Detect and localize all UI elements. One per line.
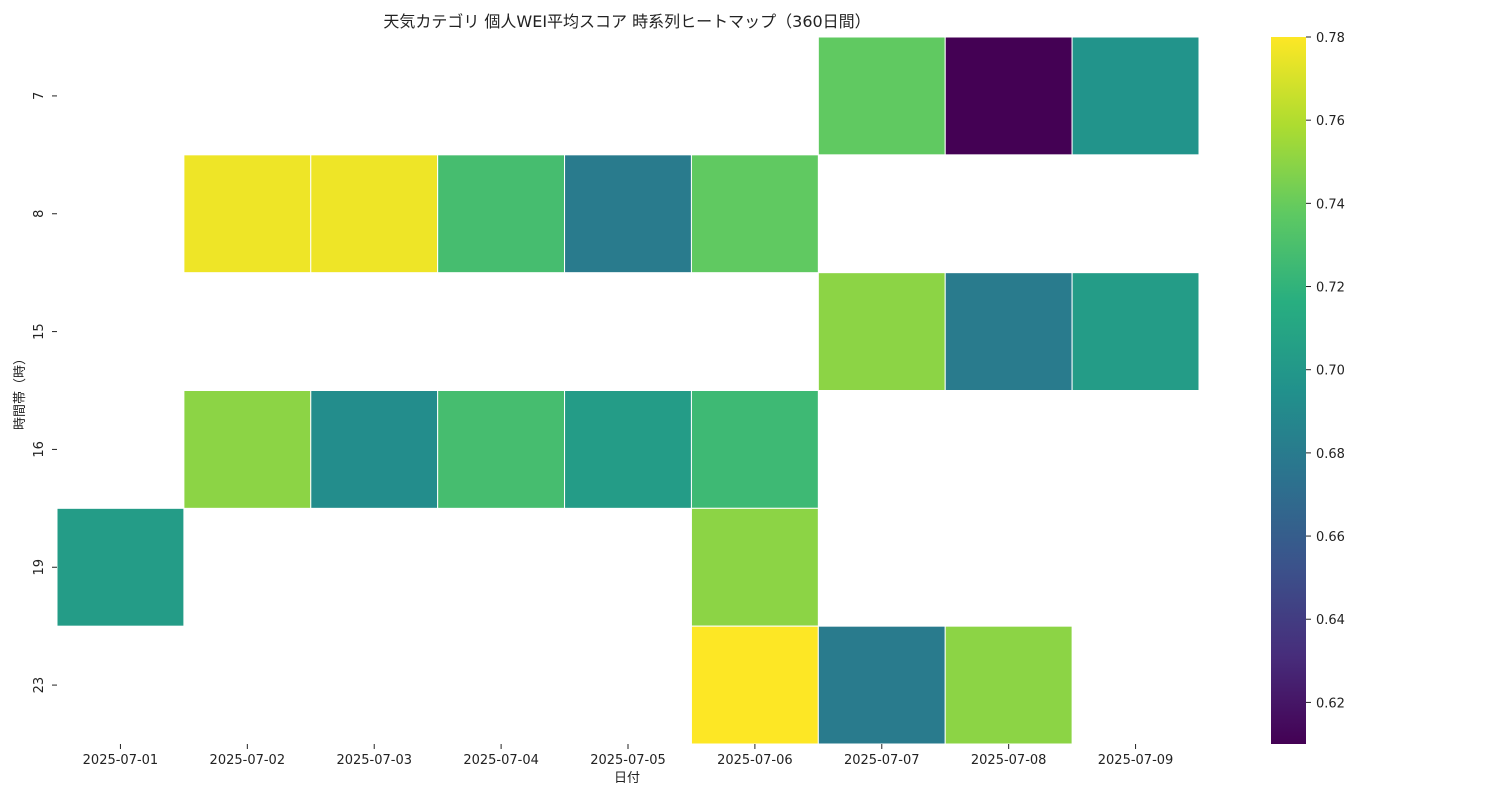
colorbar-tick-label: 0.74 bbox=[1316, 197, 1345, 212]
heatmap-cell bbox=[1071, 36, 1200, 156]
heatmap-cell bbox=[944, 272, 1073, 391]
heatmap-cell bbox=[690, 390, 819, 509]
heatmap-cell bbox=[437, 154, 566, 274]
heatmap-cell bbox=[183, 390, 312, 509]
y-tick-label: 15 bbox=[32, 323, 47, 340]
heatmap-cell bbox=[944, 625, 1073, 745]
y-tick-label: 23 bbox=[32, 677, 47, 694]
colorbar-tick-label: 0.64 bbox=[1316, 613, 1345, 628]
chart-title: 天気カテゴリ 個人WEI平均スコア 時系列ヒートマップ（360日間） bbox=[383, 12, 870, 31]
x-tick-label: 2025-07-09 bbox=[1098, 753, 1174, 768]
colorbar-tick-label: 0.78 bbox=[1316, 31, 1345, 46]
heatmap-cell bbox=[690, 154, 819, 274]
y-axis-label: 時間帯（時） bbox=[13, 352, 28, 430]
heatmap-cell bbox=[310, 154, 439, 274]
colorbar: 0.62 0.64 0.66 0.68 0.70 0.72 0.74 0.76 0.78 bbox=[1271, 31, 1345, 744]
heatmap-cell bbox=[817, 625, 946, 745]
heatmap-cell bbox=[437, 390, 566, 509]
x-axis-label: 日付 bbox=[614, 771, 640, 786]
x-tick-label: 2025-07-01 bbox=[83, 753, 159, 768]
heatmap-cells bbox=[56, 36, 1200, 745]
x-tick-label: 2025-07-02 bbox=[210, 753, 286, 768]
heatmap-cell bbox=[690, 507, 819, 627]
x-tick-label: 2025-07-03 bbox=[336, 753, 412, 768]
heatmap-cell bbox=[310, 390, 439, 509]
heatmap-cell bbox=[690, 625, 819, 745]
y-tick-label: 8 bbox=[32, 210, 47, 218]
colorbar-tick-label: 0.66 bbox=[1316, 530, 1345, 545]
heatmap-cell bbox=[1071, 272, 1200, 391]
colorbar-tick-label: 0.62 bbox=[1316, 696, 1345, 711]
heatmap-cell bbox=[183, 154, 312, 274]
x-axis: 2025-07-01 2025-07-02 2025-07-03 2025-07-04… bbox=[83, 744, 1174, 768]
heatmap-cell bbox=[817, 36, 946, 156]
colorbar-gradient bbox=[1271, 37, 1306, 744]
colorbar-tick-label: 0.70 bbox=[1316, 364, 1345, 379]
heatmap-cell bbox=[944, 36, 1073, 156]
y-tick-label: 16 bbox=[32, 441, 47, 458]
y-axis: 7 8 15 16 19 23 bbox=[32, 92, 57, 694]
y-tick-label: 19 bbox=[32, 559, 47, 576]
colorbar-tick-label: 0.72 bbox=[1316, 281, 1345, 296]
y-tick-label: 7 bbox=[32, 92, 47, 100]
x-tick-label: 2025-07-07 bbox=[844, 753, 920, 768]
colorbar-tick-label: 0.68 bbox=[1316, 447, 1345, 462]
x-tick-label: 2025-07-06 bbox=[717, 753, 793, 768]
x-tick-label: 2025-07-04 bbox=[463, 753, 539, 768]
heatmap-cell bbox=[564, 390, 692, 509]
x-tick-label: 2025-07-05 bbox=[590, 753, 666, 768]
heatmap-cell bbox=[564, 154, 692, 274]
heatmap-cell bbox=[817, 272, 946, 391]
x-tick-label: 2025-07-08 bbox=[971, 753, 1047, 768]
heatmap-cell bbox=[56, 507, 185, 627]
colorbar-tick-label: 0.76 bbox=[1316, 114, 1345, 129]
